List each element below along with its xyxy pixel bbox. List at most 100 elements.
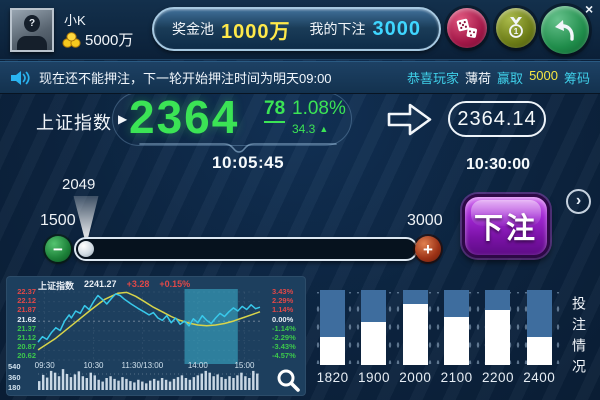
bet-bar-fill xyxy=(526,337,552,365)
mini-left-label: 21.87 xyxy=(17,305,36,315)
user-name: 小K xyxy=(64,13,86,28)
mini-right-label: 2.29% xyxy=(272,296,294,306)
mini-right-label: -3.43% xyxy=(272,342,296,352)
pool-bet-pill: 奖金池 1000万 我的下注 3000 xyxy=(152,7,441,51)
mini-chart-svg xyxy=(37,289,261,390)
announcement-text: 现在还不能押注，下一轮开始押注时间为明天09:00 xyxy=(39,71,332,86)
dice-button[interactable] xyxy=(447,8,487,48)
winner-amount: 5000 xyxy=(529,68,558,83)
mini-chart-title: 上证指数 xyxy=(38,281,75,291)
speaker-icon xyxy=(11,70,30,85)
winner-suffix: 筹码 xyxy=(563,71,590,86)
index-name-label: 上证指数 xyxy=(36,113,112,133)
bet-bar-label: 1820 xyxy=(316,370,349,385)
avatar[interactable]: ? xyxy=(10,8,54,52)
decrease-button[interactable]: − xyxy=(45,236,71,262)
bet-bar-group: 1900 xyxy=(353,290,394,385)
index-change-percent: 1.08% xyxy=(292,98,346,119)
bet-bar-fill xyxy=(444,317,470,365)
bet-bar-group: 2000 xyxy=(395,290,436,385)
bet-bar-fill xyxy=(485,310,511,365)
mini-left-axis: 22.37 22.12 21.87 21.62 21.37 21.12 20.87 20.62 xyxy=(8,288,36,360)
mybet-value: 3000 xyxy=(372,17,421,40)
bet-bar-group: 1820 xyxy=(312,290,353,385)
bet-bar-label: 2400 xyxy=(523,370,556,385)
mini-left-label: 20.62 xyxy=(17,351,36,361)
arrow-right-icon xyxy=(387,103,432,136)
mini-chart-header: 上证指数 2241.27 +3.28 +0.15% xyxy=(38,279,190,292)
bet-bar-label: 2200 xyxy=(481,370,514,385)
close-button[interactable]: × xyxy=(585,1,594,17)
mini-left-label: 22.12 xyxy=(17,296,36,306)
slider-pointer-beam xyxy=(73,196,99,240)
bet-bar-group: 2400 xyxy=(519,290,560,385)
mini-x-axis: 09:30 10:30 11:30/13:00 14:00 15:00 xyxy=(6,361,306,371)
user-balance: 5000万 xyxy=(85,32,134,49)
bet-bar-label: 1900 xyxy=(357,370,391,385)
winner-prefix: 恭喜玩家 xyxy=(407,71,460,86)
bet-distribution-title: 投注情况 xyxy=(571,296,587,380)
next-panel-button[interactable]: › xyxy=(566,189,591,214)
bet-bar xyxy=(320,290,346,365)
rank-button[interactable]: 1 xyxy=(496,8,536,48)
mini-right-axis: 3.43% 2.29% 1.14% 0.00% -1.14% -2.29% -3.43% -4… xyxy=(272,288,305,360)
slider-max-label: 3000 xyxy=(407,212,443,229)
mini-vol-label: 180 xyxy=(8,383,21,392)
dice-icon xyxy=(456,18,477,38)
place-bet-button[interactable]: 下注 xyxy=(462,194,550,258)
mini-x-label: 09:30 xyxy=(34,361,55,370)
bet-bar xyxy=(361,290,387,365)
bet-bar xyxy=(402,290,428,365)
increase-button[interactable]: + xyxy=(415,236,441,262)
pool-label: 奖金池 xyxy=(172,21,214,37)
mini-vol-axis: 540 360 180 xyxy=(8,363,21,392)
top-bar: ? 小K 5000万 奖金池 1000万 我的下注 3000 xyxy=(0,0,600,60)
mini-left-label: 21.37 xyxy=(17,323,36,333)
bet-bar xyxy=(526,290,552,365)
bet-bar xyxy=(444,290,470,365)
mini-chart-price: 2241.27 xyxy=(84,279,117,289)
winner-name: 薄荷 xyxy=(465,71,492,86)
pool-value: 1000万 xyxy=(221,20,291,43)
bet-bar xyxy=(485,290,511,365)
button-gloss xyxy=(471,200,541,227)
slider-current-value: 2049 xyxy=(62,176,96,193)
mini-right-label: -2.29% xyxy=(272,333,296,343)
bet-distribution-chart: 1820 1900 2000 2100 2200 2400 xyxy=(312,290,560,390)
stock-chart-panel: 上证指数 2241.27 +3.28 +0.15% 22.37 22.12 21.8… xyxy=(6,276,306,396)
winner-verb: 赢取 xyxy=(497,71,524,86)
place-bet-label: 下注 xyxy=(473,213,538,245)
svg-text:1: 1 xyxy=(514,26,519,36)
bet-bar-fill xyxy=(320,337,346,365)
index-value: 2364 xyxy=(129,91,240,143)
mini-left-label: 21.62 xyxy=(17,314,36,324)
slider-handle[interactable] xyxy=(78,241,94,257)
bet-bar-fill xyxy=(402,304,428,365)
mini-left-label: 22.37 xyxy=(17,287,36,296)
bet-bar-group: 2200 xyxy=(477,290,518,385)
bet-bar-group: 2100 xyxy=(436,290,477,385)
coins-icon xyxy=(62,31,81,48)
winner-ticker: 恭喜玩家 薄荷 赢取 5000 筹码 xyxy=(407,68,590,87)
index-change-row: 34.3 ▲ xyxy=(292,122,328,136)
index-value-decimals: 78 xyxy=(264,98,286,123)
bet-bars: 1820 1900 2000 2100 2200 2400 xyxy=(312,290,560,385)
target-time: 10:30:00 xyxy=(466,156,531,173)
target-value-pill: 2364.14 xyxy=(448,101,546,137)
avatar-question-glyph: ? xyxy=(28,18,36,29)
avatar-head-shape xyxy=(24,15,40,32)
back-arrow-icon xyxy=(555,20,574,41)
balance-row: 5000万 xyxy=(62,29,133,50)
mini-chart-change: +3.28 xyxy=(126,279,150,289)
back-button[interactable] xyxy=(541,6,589,54)
mini-right-label: 3.43% xyxy=(272,287,294,296)
announcement-bar: 现在还不能押注，下一轮开始押注时间为明天09:00 恭喜玩家 薄荷 赢取 500… xyxy=(0,61,600,94)
slider-min-label: 1500 xyxy=(40,212,76,229)
index-change-delta: 34.3 xyxy=(292,122,316,136)
mini-chart-change-pct: +0.15% xyxy=(159,279,191,289)
zoom-chart-button[interactable] xyxy=(276,368,301,393)
bet-slider-track[interactable] xyxy=(74,237,418,261)
mybet-label: 我的下注 xyxy=(309,21,366,37)
mini-right-label: -1.14% xyxy=(272,323,296,333)
mini-x-label: 11:30/13:00 xyxy=(121,361,164,370)
